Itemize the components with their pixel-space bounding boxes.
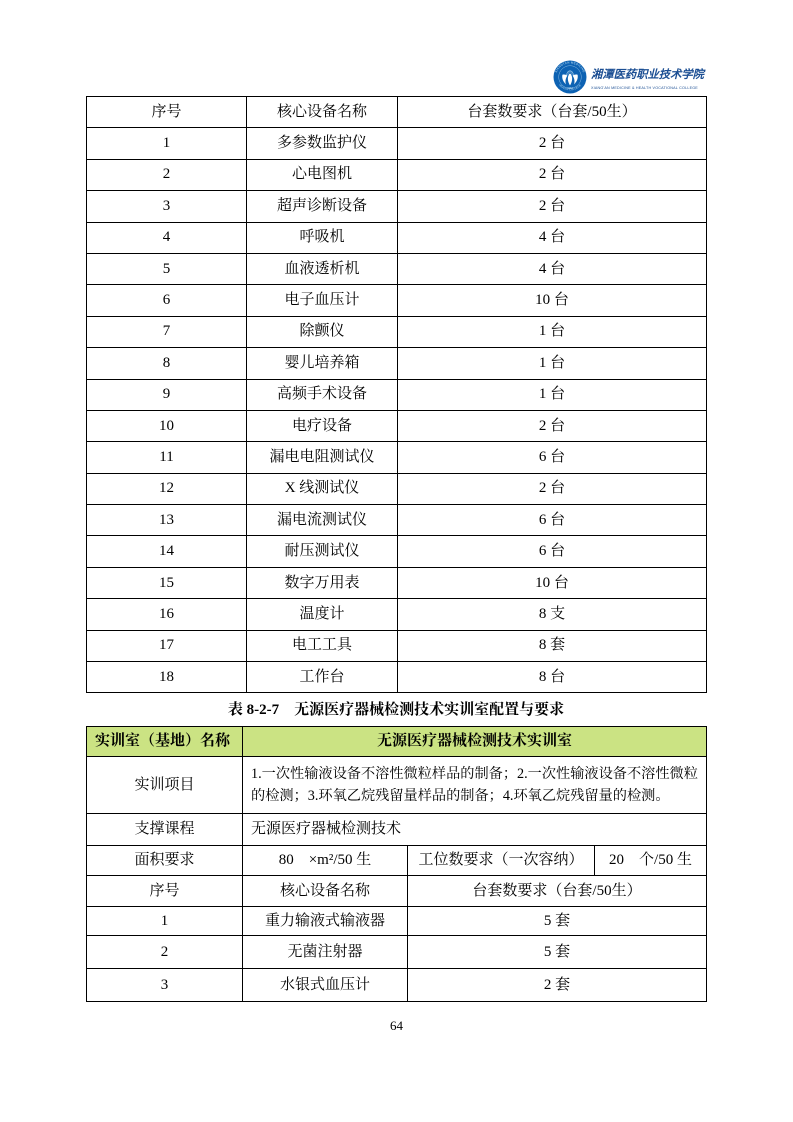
- svg-text:湘潭医药职业技术学院: 湘潭医药职业技术学院: [591, 68, 707, 81]
- svg-text:1963: 1963: [567, 87, 573, 90]
- svg-text:XIANG'AN MEDICINE & HEALTH VOC: XIANG'AN MEDICINE & HEALTH VOCATIONAL CO…: [591, 86, 698, 90]
